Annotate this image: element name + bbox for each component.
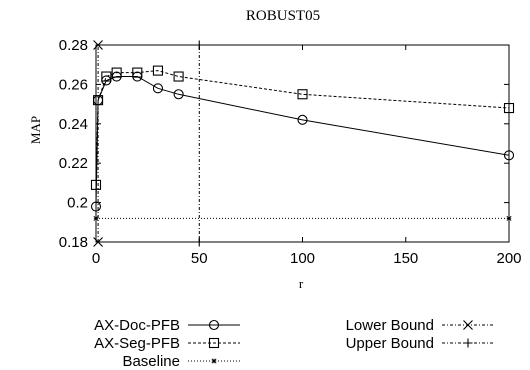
y-tick-label: 0.2 <box>67 195 88 212</box>
legend-item-ax-doc-pfb-marker-shape <box>208 319 220 331</box>
series-upper-bound-point <box>194 237 204 247</box>
legend-item-lower-bound: Lower Bound <box>346 317 494 334</box>
series-baseline-point <box>93 215 99 221</box>
series-ax-seg-pfb-line <box>95 70 510 185</box>
y-axis-label: MAP <box>28 116 43 144</box>
series-ax-doc-pfb-point-shape <box>90 201 102 212</box>
legend-item-ax-seg-pfb: AX-Seg-PFB <box>94 335 240 352</box>
legend-item-ax-seg-pfb-marker-shape <box>208 337 220 349</box>
series-ax-seg-pfb-point-shape <box>90 179 102 190</box>
series-ax-seg-pfb-point <box>111 67 122 78</box>
plot-frame <box>95 44 510 243</box>
legend-item-upper-bound: Upper Bound <box>346 335 494 352</box>
legend-item-lower-bound-marker <box>463 320 473 330</box>
y-tick-label: 0.26 <box>59 76 88 93</box>
series-ax-doc-pfb-point <box>152 83 163 94</box>
series-upper-bound-point-shape <box>194 40 204 50</box>
y-tick-label: 0.22 <box>59 155 88 172</box>
legend-item-baseline: Baseline <box>122 353 240 370</box>
y-tick-label: 0.24 <box>59 116 88 133</box>
series-ax-doc-pfb-point <box>173 89 184 100</box>
series-ax-doc-pfb-point-shape <box>297 114 308 125</box>
series-lower-bound-point <box>93 40 103 50</box>
legend-item-ax-seg-pfb-label: AX-Seg-PFB <box>94 335 180 352</box>
series-upper-bound <box>194 40 204 247</box>
series-lower-bound-point-shape <box>93 237 103 247</box>
chart-title: ROBUST05 <box>246 8 320 24</box>
y-tick-label: 0.28 <box>59 37 88 54</box>
series-ax-doc-pfb-point <box>503 150 515 161</box>
x-tick-label: 150 <box>393 250 418 267</box>
series-ax-seg-pfb-point <box>173 71 184 82</box>
series-ax-seg-pfb-point <box>90 179 102 190</box>
series-ax-seg-pfb <box>90 65 515 190</box>
legend-item-lower-bound-label: Lower Bound <box>346 317 434 334</box>
series-baseline-point-shape <box>93 215 99 221</box>
x-axis-label: r <box>299 276 304 291</box>
series-lower-bound-point-shape <box>93 40 103 50</box>
series-ax-doc-pfb-point-shape <box>173 89 184 100</box>
plot-area: 0.18 0.2 0.22 0.24 0.26 0.28 0 50 100 150 200 <box>59 37 522 267</box>
series-ax-doc-pfb-point-shape <box>503 150 515 161</box>
series-upper-bound-point-shape <box>194 237 204 247</box>
series-ax-doc-pfb-point-shape <box>152 83 163 94</box>
series-ax-seg-pfb-point-shape <box>173 71 184 82</box>
legend-item-upper-bound-label: Upper Bound <box>346 335 434 352</box>
series-baseline <box>93 215 512 221</box>
legend-item-ax-doc-pfb: AX-Doc-PFB <box>94 317 240 334</box>
legend-item-upper-bound-marker <box>463 338 473 348</box>
series-lower-bound-point <box>93 237 103 247</box>
series-ax-seg-pfb-point-shape <box>152 65 163 76</box>
legend-item-ax-doc-pfb-label: AX-Doc-PFB <box>94 317 180 334</box>
legend-item-baseline-marker <box>211 358 217 364</box>
series-ax-doc-pfb-line <box>95 76 510 207</box>
series-ax-doc-pfb-point <box>90 201 102 212</box>
series-lower-bound <box>93 40 103 247</box>
y-tick-label: 0.18 <box>59 234 88 251</box>
series-ax-seg-pfb-point <box>297 89 308 100</box>
series-upper-bound-point <box>194 40 204 50</box>
legend-item-baseline-label: Baseline <box>122 353 180 370</box>
series-ax-doc-pfb-point <box>297 114 308 125</box>
x-tick-label: 100 <box>290 250 315 267</box>
series-baseline-point-shape <box>506 215 512 221</box>
legend-item-ax-seg-pfb-marker <box>208 337 220 349</box>
x-tick-label: 200 <box>496 250 521 267</box>
series-ax-seg-pfb-point <box>503 102 515 114</box>
series-ax-seg-pfb-point <box>101 71 112 82</box>
legend-item-lower-bound-marker-shape <box>463 320 473 330</box>
series-ax-seg-pfb-point-shape <box>297 89 308 100</box>
x-tick-label: 0 <box>92 250 100 267</box>
series-ax-seg-pfb-point-shape <box>503 102 515 114</box>
series-ax-seg-pfb-point-shape <box>101 71 112 82</box>
series-ax-seg-pfb-point <box>152 65 163 76</box>
series-baseline-point <box>506 215 512 221</box>
legend-item-ax-doc-pfb-marker <box>208 319 220 331</box>
legend-item-upper-bound-marker-shape <box>463 338 473 348</box>
series-ax-seg-pfb-point-shape <box>132 67 143 78</box>
legend-item-baseline-marker-shape <box>211 358 217 364</box>
series-ax-seg-pfb-point <box>132 67 143 78</box>
series-ax-seg-pfb-point-shape <box>111 67 122 78</box>
x-tick-label: 50 <box>191 250 208 267</box>
series-ax-doc-pfb <box>90 71 515 212</box>
